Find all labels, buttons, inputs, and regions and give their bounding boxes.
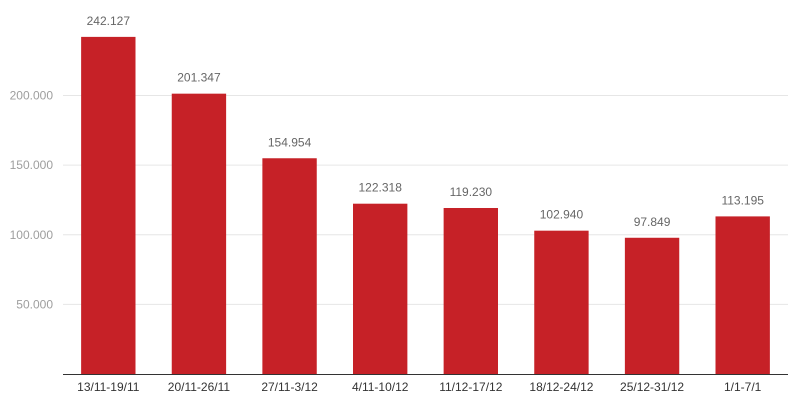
data-label: 201.347 <box>177 71 221 85</box>
y-axis-tick-labels: 50.000 100.000 150.000 200.000 <box>10 89 54 312</box>
x-category-label: 1/1-7/1 <box>724 380 762 394</box>
bar <box>353 203 408 374</box>
x-category-label: 20/11-26/11 <box>168 380 231 394</box>
x-category-label: 27/11-3/12 <box>261 380 318 394</box>
data-label: 154.954 <box>268 135 312 149</box>
y-tick-label: 150.000 <box>10 158 54 172</box>
bar <box>443 207 498 374</box>
data-labels: 242.127 201.347 154.954 122.318 119.230 102.9… <box>87 14 765 229</box>
data-label: 97.849 <box>634 215 671 229</box>
data-label: 113.195 <box>721 193 764 207</box>
x-category-label: 13/11-19/11 <box>77 380 140 394</box>
bar <box>81 36 136 375</box>
x-category-label: 11/12-17/12 <box>439 380 502 394</box>
bar <box>624 237 680 374</box>
x-category-label: 25/12-31/12 <box>620 380 684 394</box>
x-category-label: 18/12-24/12 <box>529 380 593 394</box>
x-axis-category-labels: 13/11-19/11 20/11-26/11 27/11-3/12 4/11-10/… <box>77 380 762 394</box>
data-label: 119.230 <box>450 185 493 199</box>
bar <box>262 158 317 374</box>
bars <box>81 36 770 375</box>
data-label: 102.940 <box>540 208 584 222</box>
data-label: 242.127 <box>87 14 131 28</box>
y-tick-label: 200.000 <box>10 89 54 103</box>
bar <box>715 216 770 374</box>
y-tick-label: 100.000 <box>10 228 54 242</box>
x-category-label: 4/11-10/12 <box>352 380 409 394</box>
bar <box>171 93 227 374</box>
bar <box>534 230 589 374</box>
data-label: 122.318 <box>358 181 402 195</box>
y-tick-label: 50.000 <box>16 297 53 311</box>
